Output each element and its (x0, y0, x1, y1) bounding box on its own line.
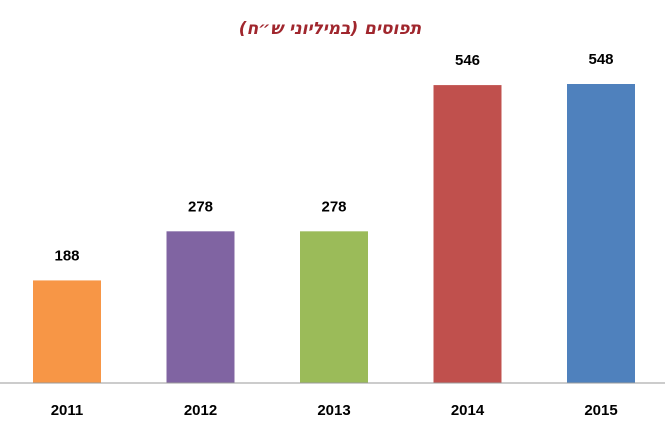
bar-2015 (567, 84, 635, 383)
bar-2014 (433, 85, 502, 383)
x-tick-label-2014: 2014 (451, 402, 485, 419)
chart-title: תפוסים (במיליוני ש״ח) (239, 19, 422, 39)
x-tick-label-2012: 2012 (184, 402, 217, 419)
bar-2012 (166, 231, 235, 383)
value-label-2011: 188 (54, 247, 79, 264)
value-label-2015: 548 (588, 51, 613, 68)
x-tick-label-2015: 2015 (584, 402, 617, 419)
x-tick-label-2011: 2011 (51, 402, 84, 419)
value-label-2012: 278 (188, 198, 213, 215)
value-labels-group: 188 278 278 546 548 (54, 51, 613, 264)
bars-group (33, 84, 635, 383)
bar-2011 (33, 280, 101, 383)
x-tick-label-2013: 2013 (317, 402, 350, 419)
value-label-2013: 278 (321, 198, 346, 215)
value-label-2014: 546 (455, 52, 480, 69)
bar-2013 (300, 231, 368, 383)
x-tick-labels-group: 2011 2012 2013 2014 2015 (51, 402, 618, 419)
